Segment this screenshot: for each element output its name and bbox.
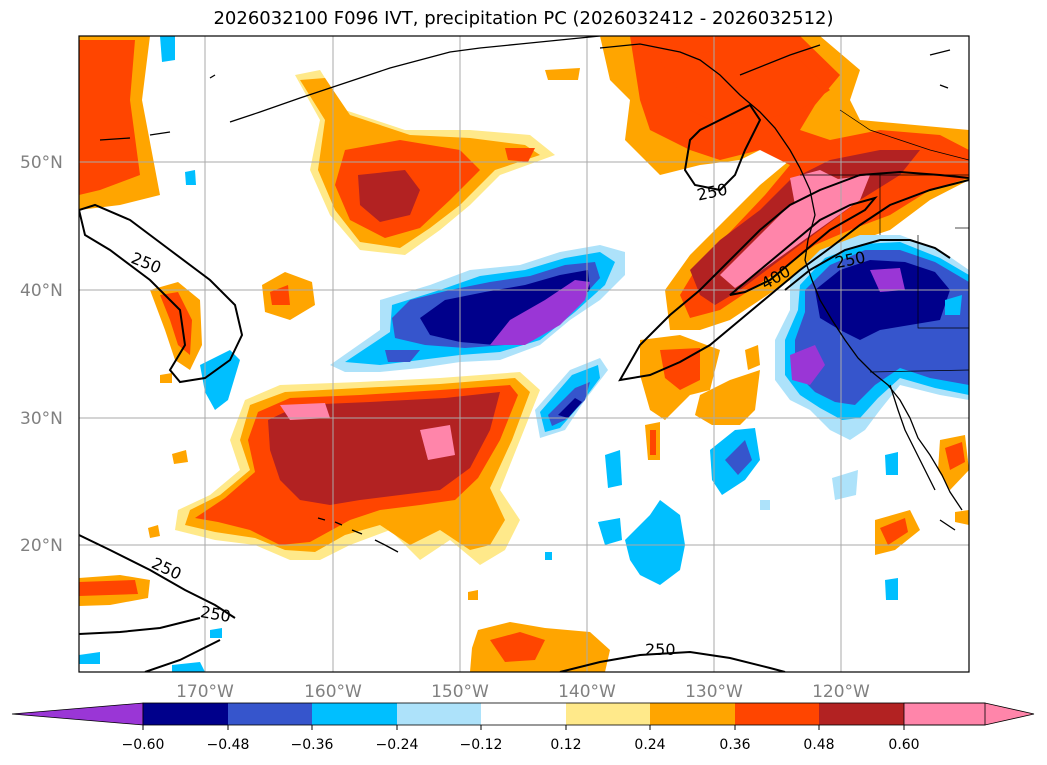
- ivt-250-northeast: [683, 103, 762, 192]
- lon-label-160w: 160°W: [304, 682, 362, 702]
- ivt-label-4: 250: [645, 640, 676, 659]
- baja-california: [889, 384, 936, 491]
- ivt-400-ar: [729, 196, 878, 296]
- ivt-250-ar: [618, 170, 969, 382]
- coastlines: [99, 36, 963, 553]
- colorbar-extend-min: [11, 702, 144, 726]
- latitude-labels: 50°N 40°N 30°N 20°N: [20, 153, 63, 556]
- neg-anomaly-small-1: [200, 350, 240, 410]
- ivt-250-south: [559, 650, 786, 672]
- lon-label-140w: 140°W: [558, 682, 616, 702]
- colorbar-swatch-8: [735, 703, 819, 725]
- lon-label-120w: 120°W: [812, 682, 870, 702]
- north-america-west-coast: [799, 167, 963, 511]
- ivt-250-western: [79, 203, 244, 384]
- colorbar-ticks: [142, 725, 905, 730]
- lon-label-150w: 150°W: [431, 682, 489, 702]
- cb-tick-label-7: 0.24: [634, 737, 665, 753]
- figure-title: 2026032100 F096 IVT, precipitation PC (2…: [213, 8, 834, 29]
- lon-label-170w: 170°W: [176, 682, 234, 702]
- lat-label-50n: 50°N: [20, 153, 63, 173]
- cb-tick-label-6: 0.12: [550, 737, 581, 753]
- ivt-250-southwest-b: [79, 617, 201, 635]
- hawaii-islands: [317, 517, 399, 553]
- map-panel[interactable]: 250 250 250 250 250 400 250: [79, 36, 969, 672]
- colorbar-swatch-1: [143, 703, 228, 725]
- colorbar-extend-max: [903, 702, 1035, 726]
- colorbar-swatch-9: [819, 703, 904, 725]
- cb-tick-label-2: −0.48: [207, 737, 250, 753]
- colorbar-tick-labels: −0.60 −0.48 −0.36 −0.24 −0.12 0.12 0.24 …: [122, 737, 920, 753]
- colorbar: −0.60 −0.48 −0.36 −0.24 −0.12 0.12 0.24 …: [11, 702, 1035, 753]
- colorbar-swatch-5: [481, 703, 566, 725]
- colorbar-swatch-2: [228, 703, 312, 725]
- longitude-labels: 170°W 160°W 150°W 140°W 130°W 120°W: [176, 682, 870, 702]
- cb-tick-label-9: 0.48: [803, 737, 834, 753]
- ivt-contours: [79, 103, 969, 672]
- cb-tick-label-10: 0.60: [888, 737, 919, 753]
- lat-label-40n: 40°N: [20, 281, 63, 301]
- cb-tick-label-4: −0.24: [376, 737, 419, 753]
- map-frame: [78, 35, 970, 673]
- cb-tick-label-8: 0.36: [719, 737, 750, 753]
- colorbar-swatch-4: [397, 703, 481, 725]
- alaska-coast: [229, 36, 601, 123]
- gridlines: [79, 36, 969, 672]
- cb-tick-label-1: −0.60: [122, 737, 165, 753]
- lat-label-20n: 20°N: [20, 536, 63, 556]
- cb-tick-label-5: −0.12: [460, 737, 503, 753]
- colorbar-swatch-6: [566, 703, 650, 725]
- ivt-250-southwest-a: [79, 534, 236, 619]
- precip-pc-shading: [79, 36, 969, 672]
- colorbar-swatch-3: [312, 703, 397, 725]
- colorbar-swatch-7: [650, 703, 735, 725]
- lat-label-30n: 30°N: [20, 409, 63, 429]
- colorbar-outline: [142, 702, 986, 726]
- ivt-250-southwest-c: [144, 639, 221, 672]
- ivt-250-east: [784, 239, 951, 291]
- cb-tick-label-3: −0.36: [291, 737, 334, 753]
- lon-label-130w: 130°W: [685, 682, 743, 702]
